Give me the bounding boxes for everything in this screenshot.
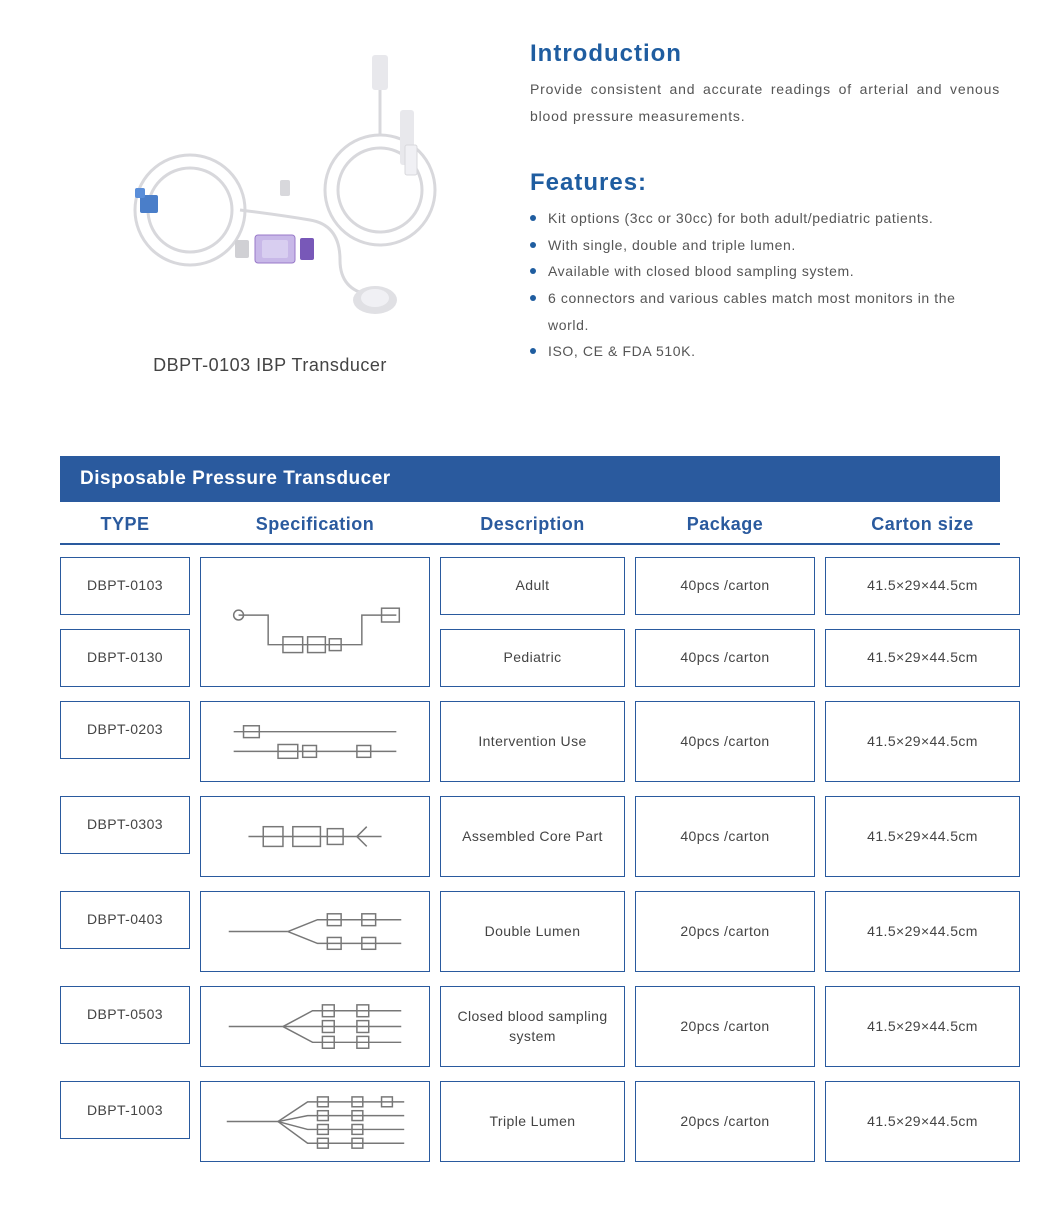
description-cell: Closed blood sampling system <box>440 986 625 1067</box>
type-cell: DBPT-0503 <box>60 986 190 1044</box>
carton-column: 41.5×29×44.5cm <box>825 1081 1020 1162</box>
description-column: Closed blood sampling system <box>440 986 625 1067</box>
feature-item: 6 connectors and various cables match mo… <box>530 285 1000 338</box>
description-cell: Intervention Use <box>440 701 625 782</box>
table-row: DBPT-0103 DBPT-0130 Adult Pediatric40pcs /… <box>60 557 1000 687</box>
package-cell: 20pcs /carton <box>635 986 815 1067</box>
package-column: 20pcs /carton <box>635 891 815 972</box>
carton-cell: 41.5×29×44.5cm <box>825 796 1020 877</box>
type-cell: DBPT-1003 <box>60 1081 190 1139</box>
type-cell: DBPT-0103 <box>60 557 190 615</box>
table-title: Disposable Pressure Transducer <box>60 456 1000 502</box>
intro-heading: Introduction <box>530 40 1000 68</box>
description-cell: Adult <box>440 557 625 615</box>
carton-cell: 41.5×29×44.5cm <box>825 986 1020 1067</box>
col-specification: Specification <box>200 514 430 535</box>
package-cell: 40pcs /carton <box>635 557 815 615</box>
type-column: DBPT-1003 <box>60 1081 190 1162</box>
product-image <box>80 40 460 340</box>
description-cell: Pediatric <box>440 629 625 687</box>
description-column: Adult Pediatric <box>440 557 625 687</box>
description-cell: Triple Lumen <box>440 1081 625 1162</box>
table-body: DBPT-0103DBPT-0130 AdultPediatric40pcs /… <box>60 545 1000 1162</box>
features-heading: Features: <box>530 169 1000 197</box>
spec-diagram-icon <box>209 995 421 1058</box>
package-column: 20pcs /carton <box>635 1081 815 1162</box>
type-column: DBPT-0203 <box>60 701 190 782</box>
col-type: TYPE <box>60 514 190 535</box>
carton-column: 41.5×29×44.5cm <box>825 796 1020 877</box>
carton-cell: 41.5×29×44.5cm <box>825 629 1020 687</box>
product-caption: DBPT-0103 IBP Transducer <box>153 355 387 376</box>
type-cell: DBPT-0130 <box>60 629 190 687</box>
description-column: Intervention Use <box>440 701 625 782</box>
type-cell: DBPT-0303 <box>60 796 190 854</box>
carton-cell: 41.5×29×44.5cm <box>825 1081 1020 1162</box>
spec-cell <box>200 891 430 972</box>
carton-column: 41.5×29×44.5cm <box>825 701 1020 782</box>
type-column: DBPT-0503 <box>60 986 190 1067</box>
spec-cell <box>200 557 430 687</box>
carton-cell: 41.5×29×44.5cm <box>825 701 1020 782</box>
top-section: DBPT-0103 IBP Transducer Introduction Pr… <box>60 40 1000 376</box>
carton-cell: 41.5×29×44.5cm <box>825 891 1020 972</box>
text-column: Introduction Provide consistent and accu… <box>530 40 1000 376</box>
transducer-illustration-icon <box>80 40 460 340</box>
type-cell: DBPT-0403 <box>60 891 190 949</box>
feature-item: ISO, CE & FDA 510K. <box>530 338 1000 365</box>
spec-cell <box>200 1081 430 1162</box>
package-column: 40pcs /carton <box>635 796 815 877</box>
package-cell: 40pcs /carton <box>635 629 815 687</box>
table-row: DBPT-0403 Double Lumen20pcs /carton41.5×… <box>60 891 1000 972</box>
spec-diagram-icon <box>209 710 421 773</box>
feature-item: Available with closed blood sampling sys… <box>530 258 1000 285</box>
col-carton-size: Carton size <box>825 514 1020 535</box>
carton-column: 41.5×29×44.5cm <box>825 891 1020 972</box>
spec-diagram-icon <box>209 566 421 678</box>
description-column: Triple Lumen <box>440 1081 625 1162</box>
description-column: Assembled Core Part <box>440 796 625 877</box>
spec-cell <box>200 986 430 1067</box>
type-cell: DBPT-0203 <box>60 701 190 759</box>
feature-item: Kit options (3cc or 30cc) for both adult… <box>530 205 1000 232</box>
package-column: 40pcs /carton 40pcs /carton <box>635 557 815 687</box>
package-cell: 20pcs /carton <box>635 1081 815 1162</box>
spec-cell <box>200 701 430 782</box>
description-column: Double Lumen <box>440 891 625 972</box>
package-cell: 40pcs /carton <box>635 796 815 877</box>
table-row: DBPT-0203 Intervention Use40pcs /carton4… <box>60 701 1000 782</box>
table-row: DBPT-0303 Assembled Core Part40pcs /cart… <box>60 796 1000 877</box>
type-column: DBPT-0403 <box>60 891 190 972</box>
features-list: Kit options (3cc or 30cc) for both adult… <box>530 205 1000 365</box>
carton-cell: 41.5×29×44.5cm <box>825 557 1020 615</box>
table-section: Disposable Pressure Transducer TYPE Spec… <box>60 456 1000 1162</box>
col-description: Description <box>440 514 625 535</box>
intro-text: Provide consistent and accurate readings… <box>530 76 1000 129</box>
description-cell: Double Lumen <box>440 891 625 972</box>
package-column: 20pcs /carton <box>635 986 815 1067</box>
table-header-row: TYPE Specification Description Package C… <box>60 502 1000 545</box>
package-cell: 20pcs /carton <box>635 891 815 972</box>
table-row: DBPT-1003 Triple Lumen20pcs /carton41.5×… <box>60 1081 1000 1162</box>
feature-item: With single, double and triple lumen. <box>530 232 1000 259</box>
carton-column: 41.5×29×44.5cm <box>825 986 1020 1067</box>
spec-diagram-icon <box>209 1090 421 1153</box>
package-cell: 40pcs /carton <box>635 701 815 782</box>
type-column: DBPT-0303 <box>60 796 190 877</box>
package-column: 40pcs /carton <box>635 701 815 782</box>
spec-cell <box>200 796 430 877</box>
spec-diagram-icon <box>209 805 421 868</box>
product-image-column: DBPT-0103 IBP Transducer <box>60 40 480 376</box>
table-row: DBPT-0503 Closed blood sampling system20… <box>60 986 1000 1067</box>
carton-column: 41.5×29×44.5cm 41.5×29×44.5cm <box>825 557 1020 687</box>
description-cell: Assembled Core Part <box>440 796 625 877</box>
col-package: Package <box>635 514 815 535</box>
type-column: DBPT-0103 DBPT-0130 <box>60 557 190 687</box>
spec-diagram-icon <box>209 900 421 963</box>
